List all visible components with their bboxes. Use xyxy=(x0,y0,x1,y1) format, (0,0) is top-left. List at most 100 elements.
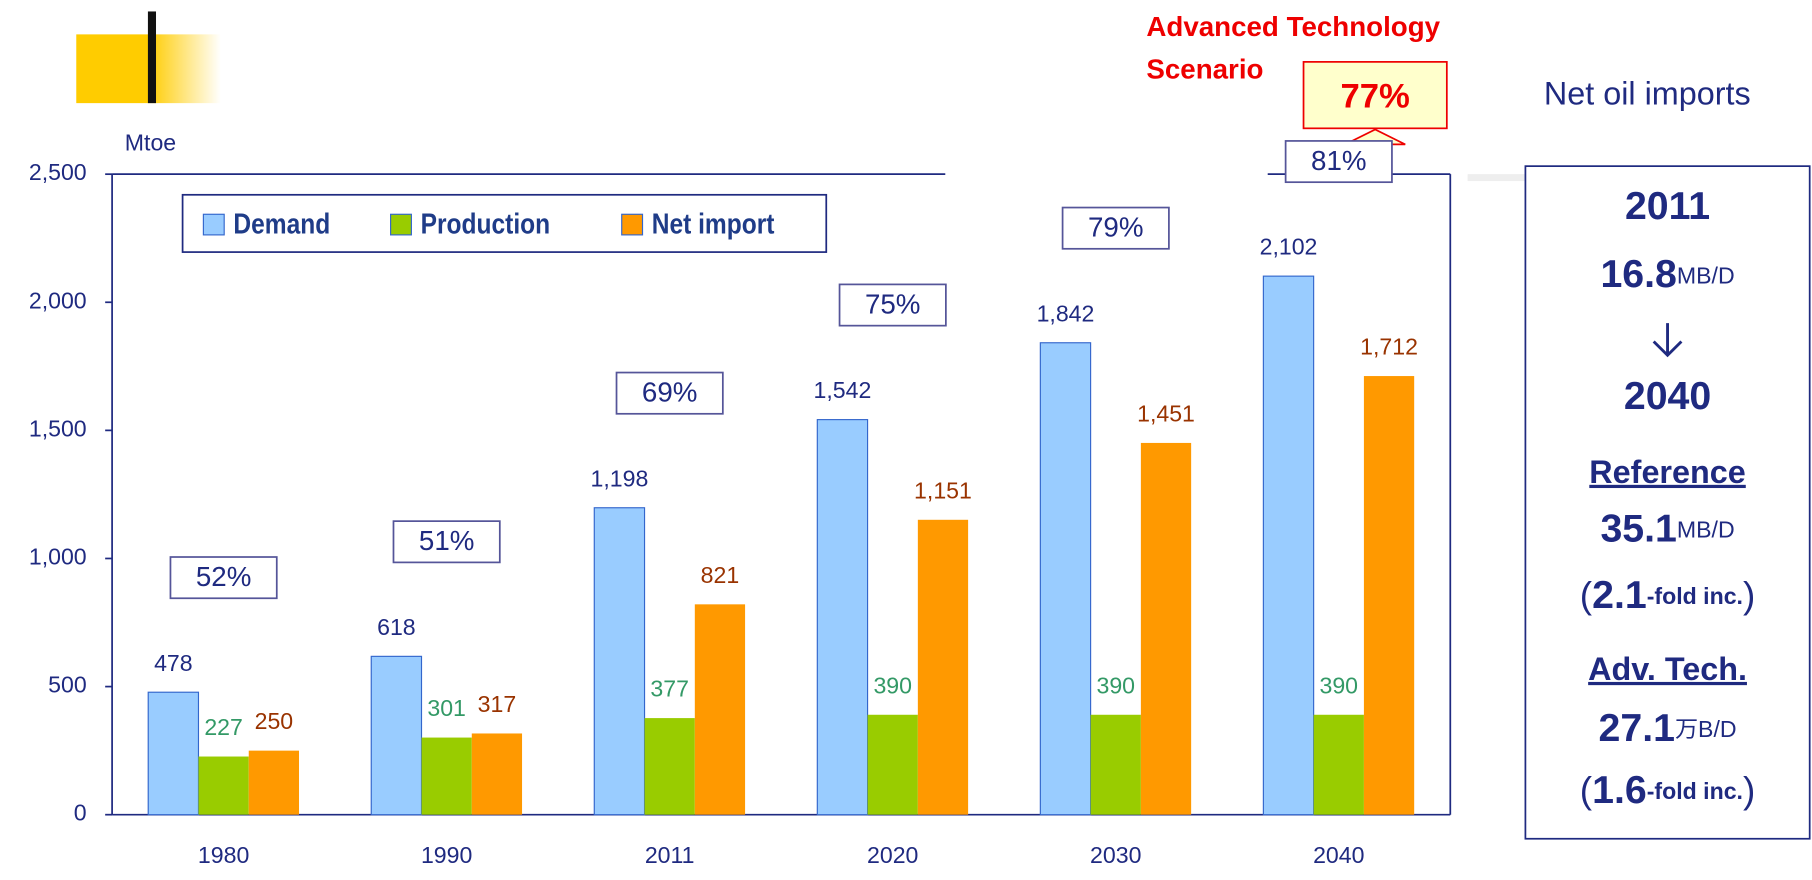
ratio-box xyxy=(838,283,947,327)
bar xyxy=(1313,714,1364,815)
y-axis-label: Mtoe xyxy=(125,130,176,156)
legend-label: Net import xyxy=(652,208,775,240)
panel-value: 16.8 xyxy=(1600,254,1676,297)
ratio-label: 52% xyxy=(196,561,251,592)
panel-line: 16.8MB/D xyxy=(1600,254,1734,297)
data-label: 618 xyxy=(377,614,416,640)
panel-line: (2.1-fold inc.) xyxy=(1580,575,1755,618)
ratio-box xyxy=(615,371,724,415)
bar xyxy=(867,714,918,815)
x-tick-label: 2030 xyxy=(1090,842,1141,868)
y-tick-label: 1,000 xyxy=(29,544,87,570)
data-label: 390 xyxy=(1320,672,1359,698)
bar xyxy=(917,519,969,815)
data-label: 390 xyxy=(1096,672,1135,698)
panel-heading: Reference xyxy=(1589,454,1745,490)
scenario-value: 77% xyxy=(1340,78,1409,116)
scenario-box xyxy=(1302,61,1448,130)
legend-swatch xyxy=(202,213,225,236)
panel-unit: MB/D xyxy=(1677,517,1735,543)
bar xyxy=(1363,376,1415,815)
panel-paren: ( xyxy=(1580,770,1593,811)
x-tick-label: 2011 xyxy=(645,842,695,868)
decor-bar xyxy=(147,11,157,104)
data-label: 317 xyxy=(478,691,517,717)
ratio-box xyxy=(1284,140,1393,184)
panel-unit: 万B/D xyxy=(1675,716,1737,742)
panel-title: Net oil imports xyxy=(1544,76,1751,112)
panel-value: 27.1 xyxy=(1599,707,1675,750)
data-label: 1,712 xyxy=(1360,334,1418,360)
ratio-label: 75% xyxy=(865,289,920,320)
legend-swatch xyxy=(621,213,644,236)
x-tick-label: 1980 xyxy=(198,842,249,868)
panel-heading: Adv. Tech. xyxy=(1588,651,1747,687)
data-label: 250 xyxy=(255,708,294,734)
bar xyxy=(421,737,472,815)
bar xyxy=(147,691,200,816)
bar xyxy=(1262,275,1315,816)
bar xyxy=(593,507,646,816)
panel-value: 35.1 xyxy=(1600,508,1676,551)
panel-paren: ( xyxy=(1580,575,1593,616)
bar xyxy=(1140,442,1192,815)
data-label: 227 xyxy=(204,714,243,740)
x-tick-label: 2040 xyxy=(1313,842,1364,868)
bar xyxy=(644,718,695,815)
plot: 0 500 1,000 1,500 2,000 2,500 1980 478 227 250 52%… xyxy=(29,140,1418,868)
ratio-label: 79% xyxy=(1088,212,1144,243)
bar xyxy=(248,750,300,815)
bar xyxy=(1090,714,1141,815)
bar xyxy=(370,655,423,816)
panel-value: 1.6 xyxy=(1592,769,1647,812)
data-label: 821 xyxy=(701,562,740,588)
data-label: 1,842 xyxy=(1037,300,1095,326)
panel-line: 35.1MB/D xyxy=(1600,508,1734,551)
y-tick-label: 1,500 xyxy=(29,416,87,442)
y-tick-label: 0 xyxy=(74,800,87,826)
y-tick-label: 500 xyxy=(48,672,87,698)
y-tick-label: 2,000 xyxy=(29,287,87,313)
panel-paren: ) xyxy=(1743,575,1755,616)
panel-value: 2.1 xyxy=(1592,575,1647,618)
panel-arrow xyxy=(1652,323,1683,358)
x-tick-label: 2020 xyxy=(867,842,918,868)
data-label: 2,102 xyxy=(1260,234,1318,260)
bar xyxy=(1039,342,1092,816)
decor-line xyxy=(1467,174,1526,182)
ratio-label: 69% xyxy=(642,377,697,408)
bar xyxy=(198,756,249,815)
panel-paren: ) xyxy=(1743,770,1755,811)
ratio-box xyxy=(1061,206,1170,250)
bar xyxy=(471,733,523,815)
panel-unit: -fold inc. xyxy=(1647,778,1743,804)
y-tick-label: 2,500 xyxy=(29,159,87,185)
ratio-label: 81% xyxy=(1311,145,1367,176)
legend-label: Demand xyxy=(233,208,330,240)
panel-year: 2040 xyxy=(1624,375,1711,418)
legend-swatch xyxy=(390,213,412,236)
legend-box xyxy=(181,193,828,253)
legend-label: Production xyxy=(421,208,550,240)
scenario-label: Scenario xyxy=(1146,53,1263,84)
data-label: 390 xyxy=(873,672,912,698)
panel-text: 2011 16.8MB/D 2040 Reference 35.1MB/D (2… xyxy=(1580,185,1755,812)
bar xyxy=(816,419,869,816)
data-label: 377 xyxy=(650,676,689,702)
panel-line: 27.1万B/D xyxy=(1599,707,1737,750)
data-label: 301 xyxy=(427,695,466,721)
bar xyxy=(694,604,746,815)
ratio-box xyxy=(392,520,501,564)
x-tick-label: 1990 xyxy=(421,842,472,868)
ratio-box xyxy=(169,556,278,600)
panel-unit: MB/D xyxy=(1677,262,1735,288)
panel-unit: -fold inc. xyxy=(1647,583,1743,609)
data-label: 1,451 xyxy=(1137,401,1195,427)
data-label: 1,151 xyxy=(914,477,972,503)
data-label: 1,542 xyxy=(814,377,872,403)
ratio-label: 51% xyxy=(419,525,474,556)
panel-line: (1.6-fold inc.) xyxy=(1580,769,1755,812)
panel-year: 2011 xyxy=(1625,185,1710,228)
data-label: 478 xyxy=(154,650,193,676)
